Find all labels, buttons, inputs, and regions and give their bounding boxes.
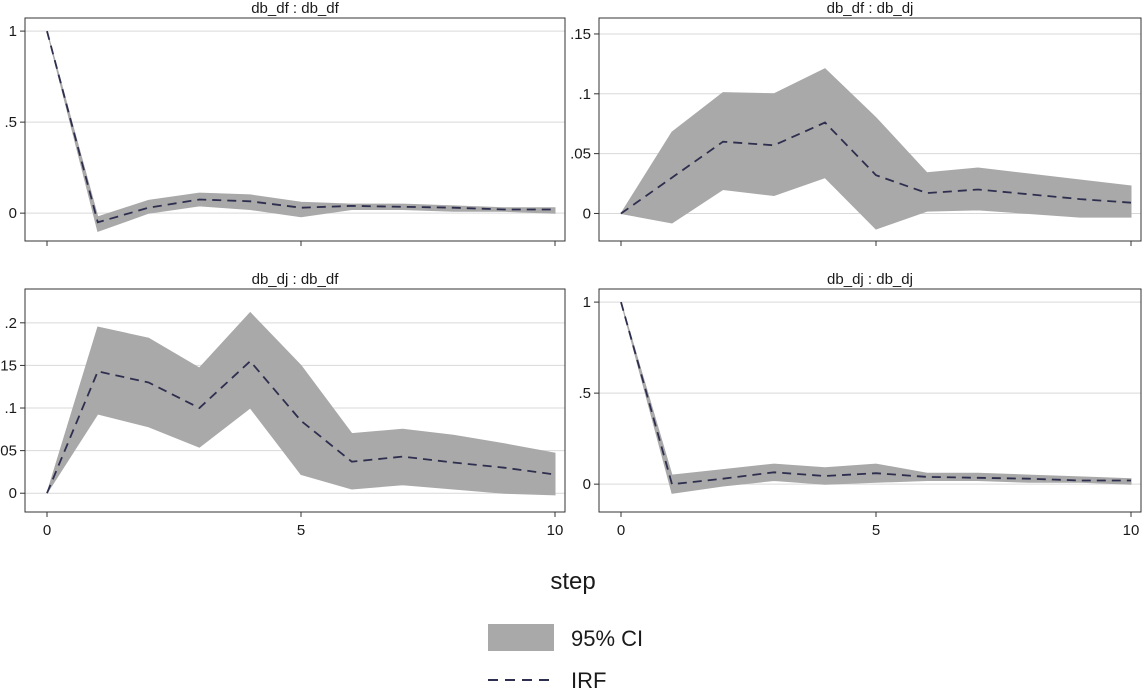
panel-title-df-df: db_df : db_df [251,0,339,17]
ci-band-dj-df [46,311,556,496]
irf-line-df-dj [620,121,1132,215]
ci-band-df-dj [620,68,1132,230]
x-tick-label-dj-dj-1: 5 [872,522,880,539]
ci-band-df-df [46,30,556,233]
y-tick-label-df-df-1: .5 [4,114,17,131]
panel-df-dj: db_df : db_dj 0 .05 .1 .15 [570,0,1142,246]
panel-title-dj-dj: db_dj : db_dj [827,271,913,288]
irf-line-df-df [46,30,555,224]
y-tick-label-dj-df-4: .2 [4,315,17,332]
panel-df-df: db_df : db_df 0 .5 1 [4,0,566,246]
x-tick-label-dj-df-2: 10 [547,522,564,539]
plot-frame-dj-df [24,288,566,513]
y-tick-label-dj-dj-0: 0 [583,476,591,493]
y-tick-label-dj-dj-2: 1 [583,294,591,311]
x-tick-label-dj-df-0: 0 [43,522,51,539]
panel-title-df-dj: db_df : db_dj [827,0,914,17]
y-tick-label-dj-df-0: 0 [9,485,17,502]
x-tick-label-dj-df-1: 5 [297,522,305,539]
y-tick-label-df-dj-0: 0 [583,205,591,222]
y-tick-label-dj-df-1: .05 [0,443,17,460]
panel-title-dj-df: db_dj : db_df [252,271,340,288]
plot-frame-dj-dj [598,288,1142,513]
irf-line-dj-dj [620,301,1131,486]
x-tick-label-dj-dj-2: 10 [1123,522,1140,539]
irf-line-dj-df [46,359,556,494]
legend: 95% CI IRF [488,624,643,693]
x-tick-label-dj-dj-0: 0 [617,522,625,539]
y-tick-label-df-dj-3: .15 [570,26,591,43]
plot-frame-df-df [24,17,566,242]
y-tick-label-dj-df-3: .15 [0,357,17,374]
ci-band-dj-dj [620,301,1132,494]
y-tick-label-df-dj-1: .05 [570,146,591,163]
legend-ci-label: 95% CI [571,626,643,651]
y-tick-label-df-df-2: 1 [9,23,17,40]
y-tick-label-df-df-0: 0 [9,205,17,222]
legend-irf-label: IRF [571,668,606,693]
panel-dj-dj: db_dj : db_dj0.510 5 10 [578,271,1142,539]
panel-dj-df: db_dj : db_df 0 .05 .1 .15 .2 0 5 10 [0,271,566,539]
plot-frame-df-dj [598,17,1142,242]
x-axis-label: step [550,568,595,595]
y-tick-label-dj-dj-1: .5 [578,385,591,402]
legend-ci-swatch [488,624,554,651]
y-tick-label-dj-df-2: .1 [4,400,17,417]
y-tick-label-df-dj-2: .1 [578,86,591,103]
